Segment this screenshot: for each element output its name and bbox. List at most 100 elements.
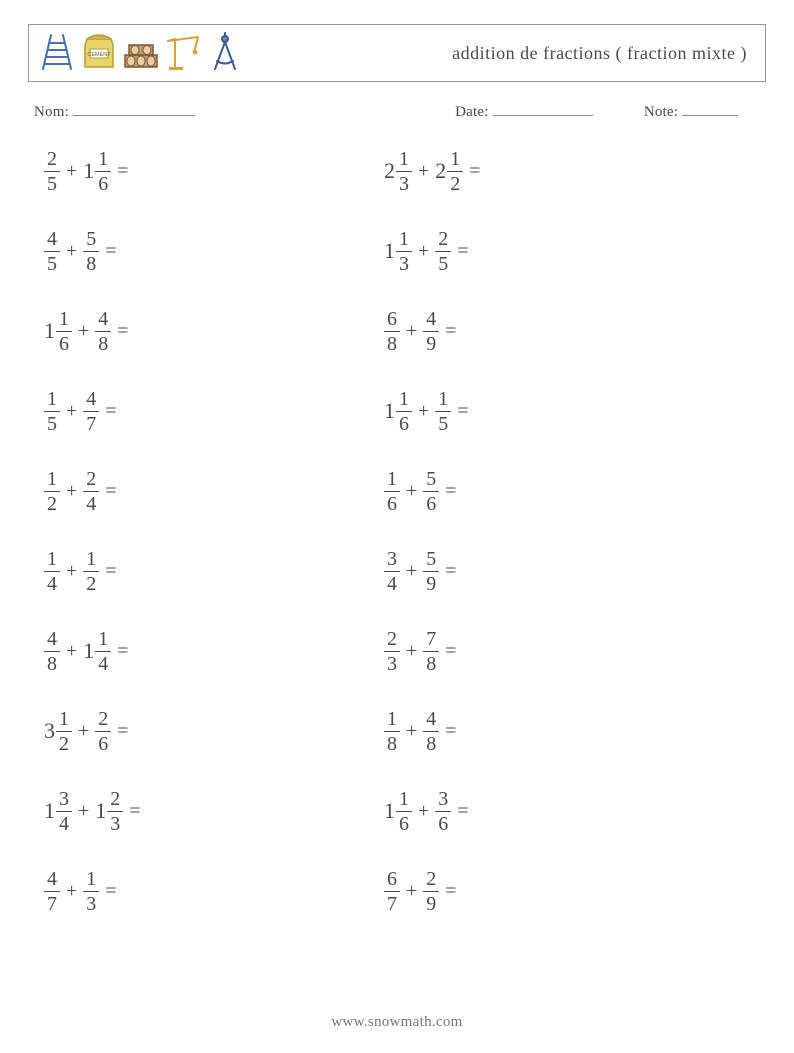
wood-stack-icon [123,31,159,76]
plus-operator: + [66,240,77,263]
mixed-fraction: 12 [83,548,99,595]
mixed-fraction: 49 [423,308,439,355]
fraction-bar [384,731,400,732]
fraction-bar [83,251,99,252]
denominator: 6 [95,173,111,195]
fraction-bar [56,811,72,812]
equals-sign: = [105,240,116,263]
plus-operator: + [418,160,429,183]
numerator: 4 [423,708,439,730]
mixed-fraction: 78 [423,628,439,675]
fraction-bar [107,811,123,812]
plus-operator: + [78,320,89,343]
fraction-bar [447,171,463,172]
note-label: Note: [644,104,678,120]
equals-sign: = [117,720,128,743]
mixed-fraction: 68 [384,308,400,355]
numerator: 6 [384,308,400,330]
fraction: 16 [95,148,111,195]
mixed-fraction: 29 [423,868,439,915]
whole-number: 1 [384,398,395,424]
fraction: 26 [95,708,111,755]
numerator: 2 [423,868,439,890]
plus-operator: + [418,800,429,823]
note-underline[interactable] [682,102,738,116]
denominator: 3 [83,893,99,915]
fraction: 23 [384,628,400,675]
crane-icon [165,31,201,76]
problem: 213+212= [384,131,724,211]
mixed-fraction: 113 [384,228,412,275]
name-underline[interactable] [73,102,195,116]
mixed-fraction: 24 [83,468,99,515]
fraction-bar [83,891,99,892]
numerator: 4 [44,628,60,650]
plus-operator: + [406,320,417,343]
whole-number: 1 [95,798,106,824]
fraction-bar [435,251,451,252]
mixed-fraction: 58 [83,228,99,275]
fraction-bar [423,651,439,652]
denominator: 6 [435,813,451,835]
denominator: 2 [83,573,99,595]
equals-sign: = [105,560,116,583]
mixed-fraction: 212 [435,148,463,195]
denominator: 6 [384,493,400,515]
equals-sign: = [457,800,468,823]
mixed-fraction: 123 [95,788,123,835]
mixed-fraction: 23 [384,628,400,675]
denominator: 7 [384,893,400,915]
plus-operator: + [66,880,77,903]
numerator: 2 [95,708,111,730]
date-underline[interactable] [493,102,593,116]
fraction-bar [423,731,439,732]
denominator: 5 [435,413,451,435]
fraction: 48 [423,708,439,755]
mixed-fraction: 56 [423,468,439,515]
denominator: 2 [56,733,72,755]
mixed-fraction: 18 [384,708,400,755]
numerator: 2 [384,628,400,650]
equals-sign: = [445,480,456,503]
numerator: 1 [384,468,400,490]
fraction-bar [95,171,111,172]
equals-sign: = [117,320,128,343]
plus-operator: + [66,480,77,503]
mixed-fraction: 47 [44,868,60,915]
fraction: 15 [435,388,451,435]
fraction: 16 [56,308,72,355]
numerator: 2 [83,468,99,490]
whole-number: 1 [384,238,395,264]
fraction: 25 [44,148,60,195]
problems-grid: 25+116=213+212=45+58=113+25=116+48=68+49… [28,131,766,931]
denominator: 4 [44,573,60,595]
worksheet-page: CEMENT [0,0,794,1053]
denominator: 6 [95,733,111,755]
fraction: 13 [83,868,99,915]
problem: 34+59= [384,531,724,611]
fraction-bar [423,491,439,492]
numerator: 1 [44,468,60,490]
problem: 48+114= [44,611,384,691]
denominator: 8 [83,253,99,275]
fraction-bar [435,411,451,412]
fraction-bar [44,411,60,412]
plus-operator: + [406,720,417,743]
equals-sign: = [457,240,468,263]
mixed-fraction: 13 [83,868,99,915]
equals-sign: = [105,480,116,503]
fraction: 68 [384,308,400,355]
fraction: 12 [83,548,99,595]
mixed-fraction: 36 [435,788,451,835]
fraction-bar [56,331,72,332]
problem: 1 2 +24 = [44,451,384,531]
equals-sign: = [117,160,128,183]
fraction: 78 [423,628,439,675]
numerator: 4 [423,308,439,330]
denominator: 5 [44,173,60,195]
denominator: 9 [423,333,439,355]
fraction: 29 [423,868,439,915]
numerator: 1 [56,308,72,330]
denominator: 6 [396,413,412,435]
fraction-bar [83,411,99,412]
